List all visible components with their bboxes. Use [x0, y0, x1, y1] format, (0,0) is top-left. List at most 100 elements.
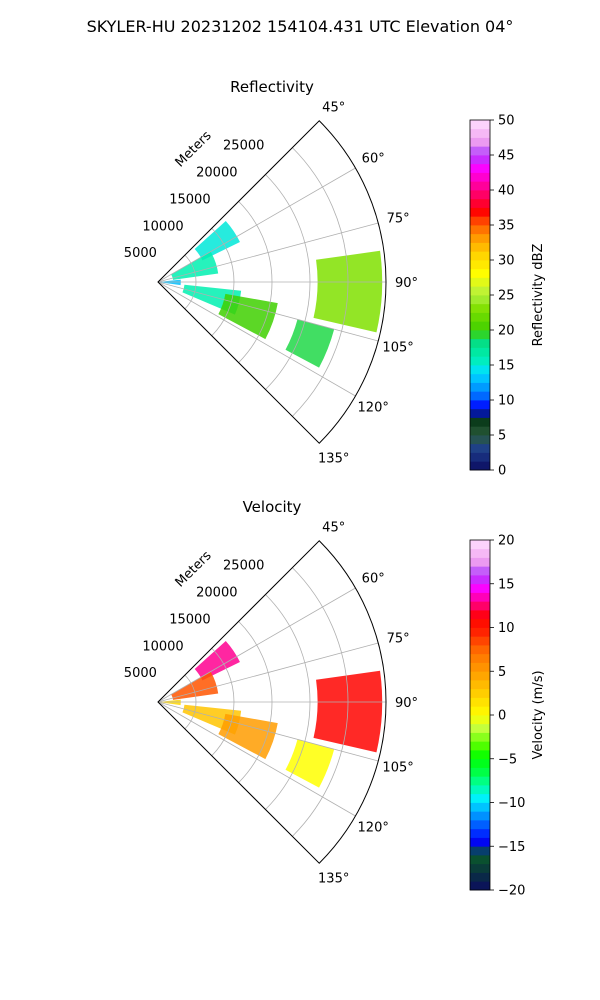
velocity-range-tick-label: 5000: [124, 666, 157, 681]
velocity-colorbar-tick-label: 20: [498, 534, 515, 549]
reflectivity-range-tick-label: 15000: [169, 192, 210, 207]
velocity-colorbar-segment: [470, 645, 490, 655]
reflectivity-colorbar-segment: [470, 417, 490, 427]
reflectivity-colorbar-tick-label: 5: [498, 429, 506, 444]
reflectivity-colorbar-tick-label: 50: [498, 114, 515, 129]
velocity-colorbar-segment: [470, 758, 490, 768]
reflectivity-colorbar-segment: [470, 128, 490, 138]
reflectivity-colorbar-segment: [470, 338, 490, 348]
reflectivity-range-tick-label: 10000: [142, 219, 183, 234]
reflectivity-colorbar-segment: [470, 347, 490, 357]
reflectivity-azimuth-gridline: [157, 167, 356, 283]
velocity-range-axis-label: Meters: [173, 548, 215, 590]
reflectivity-colorbar-segment: [470, 216, 490, 226]
velocity-colorbar-segment: [470, 802, 490, 812]
reflectivity-range-tick-label: 5000: [124, 246, 157, 261]
velocity-colorbar-segment: [470, 767, 490, 777]
velocity-azimuth-tick-label: 60°: [362, 572, 385, 587]
reflectivity-azimuth-tick-label: 75°: [387, 212, 410, 227]
reflectivity-colorbar-tick-label: 25: [498, 289, 515, 304]
velocity-colorbar-segment: [470, 846, 490, 856]
reflectivity-echo-region: [171, 251, 219, 280]
reflectivity-colorbar-tick-label: 40: [498, 184, 515, 199]
reflectivity-colorbar-segment: [470, 137, 490, 147]
velocity-colorbar-segment: [470, 592, 490, 602]
reflectivity-range-tick-label: 25000: [223, 139, 264, 154]
reflectivity-colorbar-segment: [470, 233, 490, 243]
reflectivity-azimuth-tick-label: 45°: [322, 100, 345, 115]
reflectivity-colorbar-tick-label: 45: [498, 149, 515, 164]
reflectivity-range-labels: 5000 10000 15000 20000 25000: [124, 139, 265, 262]
velocity-colorbar-tick-label: 5: [498, 665, 506, 680]
velocity-colorbar-segment: [470, 627, 490, 637]
velocity-colorbar-segment: [470, 837, 490, 847]
velocity-colorbar-segment: [470, 828, 490, 838]
reflectivity-colorbar-tick-label: 10: [498, 394, 515, 409]
reflectivity-colorbar-segment: [470, 286, 490, 296]
reflectivity-azimuth-tick-label: 60°: [362, 152, 385, 167]
reflectivity-colorbar-segment: [470, 225, 490, 235]
velocity-colorbar-segment: [470, 653, 490, 663]
velocity-colorbar-segment: [470, 610, 490, 620]
reflectivity-colorbar-segment: [470, 207, 490, 217]
velocity-colorbar-segment: [470, 540, 490, 550]
velocity-azimuth-gridline: [157, 642, 379, 703]
reflectivity-azimuth-tick-label: 120°: [358, 400, 389, 415]
velocity-colorbar-segment: [470, 575, 490, 585]
reflectivity-colorbar-segment: [470, 303, 490, 313]
reflectivity-colorbar-segment: [470, 408, 490, 418]
reflectivity-colorbar-segment: [470, 181, 490, 191]
reflectivity-colorbar-segment: [470, 321, 490, 331]
reflectivity-colorbar-segment: [470, 251, 490, 261]
velocity-azimuth-tick-label: 105°: [382, 760, 413, 775]
velocity-azimuth-tick-label: 90°: [395, 696, 418, 711]
reflectivity-colorbar-segment: [470, 452, 490, 462]
velocity-range-tick-label: 25000: [223, 559, 264, 574]
reflectivity-colorbar-segment: [470, 163, 490, 173]
velocity-range-labels: 5000 10000 15000 20000 25000: [124, 559, 265, 682]
velocity-echoes: [158, 640, 383, 788]
velocity-echo-region: [218, 713, 278, 760]
reflectivity-title: Reflectivity: [230, 78, 314, 96]
reflectivity-colorbar-segment: [470, 295, 490, 305]
reflectivity-panel: Reflectivity 5000 10000 15000 20000 25000 45…: [124, 78, 546, 479]
reflectivity-colorbar-segment: [470, 190, 490, 200]
velocity-colorbar-segment: [470, 583, 490, 593]
velocity-colorbar-segment: [470, 855, 490, 865]
reflectivity-azimuth-gridline: [157, 281, 379, 342]
velocity-azimuth-tick-label: 45°: [322, 520, 345, 535]
velocity-colorbar-segment: [470, 872, 490, 882]
velocity-colorbar-tick-label: 10: [498, 621, 515, 636]
reflectivity-colorbar-tick-label: 30: [498, 254, 515, 269]
velocity-colorbar-segment: [470, 732, 490, 742]
velocity-colorbar-segment: [470, 741, 490, 751]
velocity-colorbar-segment: [470, 680, 490, 690]
reflectivity-colorbar-tick-label: 15: [498, 359, 515, 374]
reflectivity-echoes: [158, 220, 383, 368]
velocity-colorbar-segment: [470, 793, 490, 803]
velocity-colorbar-segment: [470, 548, 490, 558]
velocity-echo-region: [194, 640, 240, 681]
velocity-colorbar-tick-label: −15: [498, 840, 525, 855]
reflectivity-colorbar-segment: [470, 260, 490, 270]
reflectivity-range-axis-label: Meters: [173, 128, 215, 170]
reflectivity-colorbar-segment: [470, 382, 490, 392]
reflectivity-azimuth-tick-label: 105°: [382, 340, 413, 355]
reflectivity-colorbar-tick-label: 0: [498, 464, 506, 479]
reflectivity-colorbar-segment: [470, 400, 490, 410]
velocity-colorbar-tick-label: −5: [498, 752, 517, 767]
velocity-colorbar-segment: [470, 785, 490, 795]
velocity-grid: [157, 540, 387, 864]
velocity-range-tick-label: 10000: [142, 639, 183, 654]
velocity-colorbar-tick-label: −20: [498, 884, 525, 899]
reflectivity-echo-region: [285, 319, 335, 368]
reflectivity-colorbar-segment: [470, 268, 490, 278]
velocity-colorbar-segment: [470, 688, 490, 698]
reflectivity-colorbar-ticks: 0 5 10 15 20 25 30 35 40 45 50: [490, 114, 515, 479]
reflectivity-colorbar-segment: [470, 312, 490, 322]
reflectivity-colorbar-segment: [470, 461, 490, 471]
velocity-colorbar-segment: [470, 820, 490, 830]
reflectivity-grid: [157, 120, 387, 444]
reflectivity-colorbar-tick-label: 35: [498, 219, 515, 234]
